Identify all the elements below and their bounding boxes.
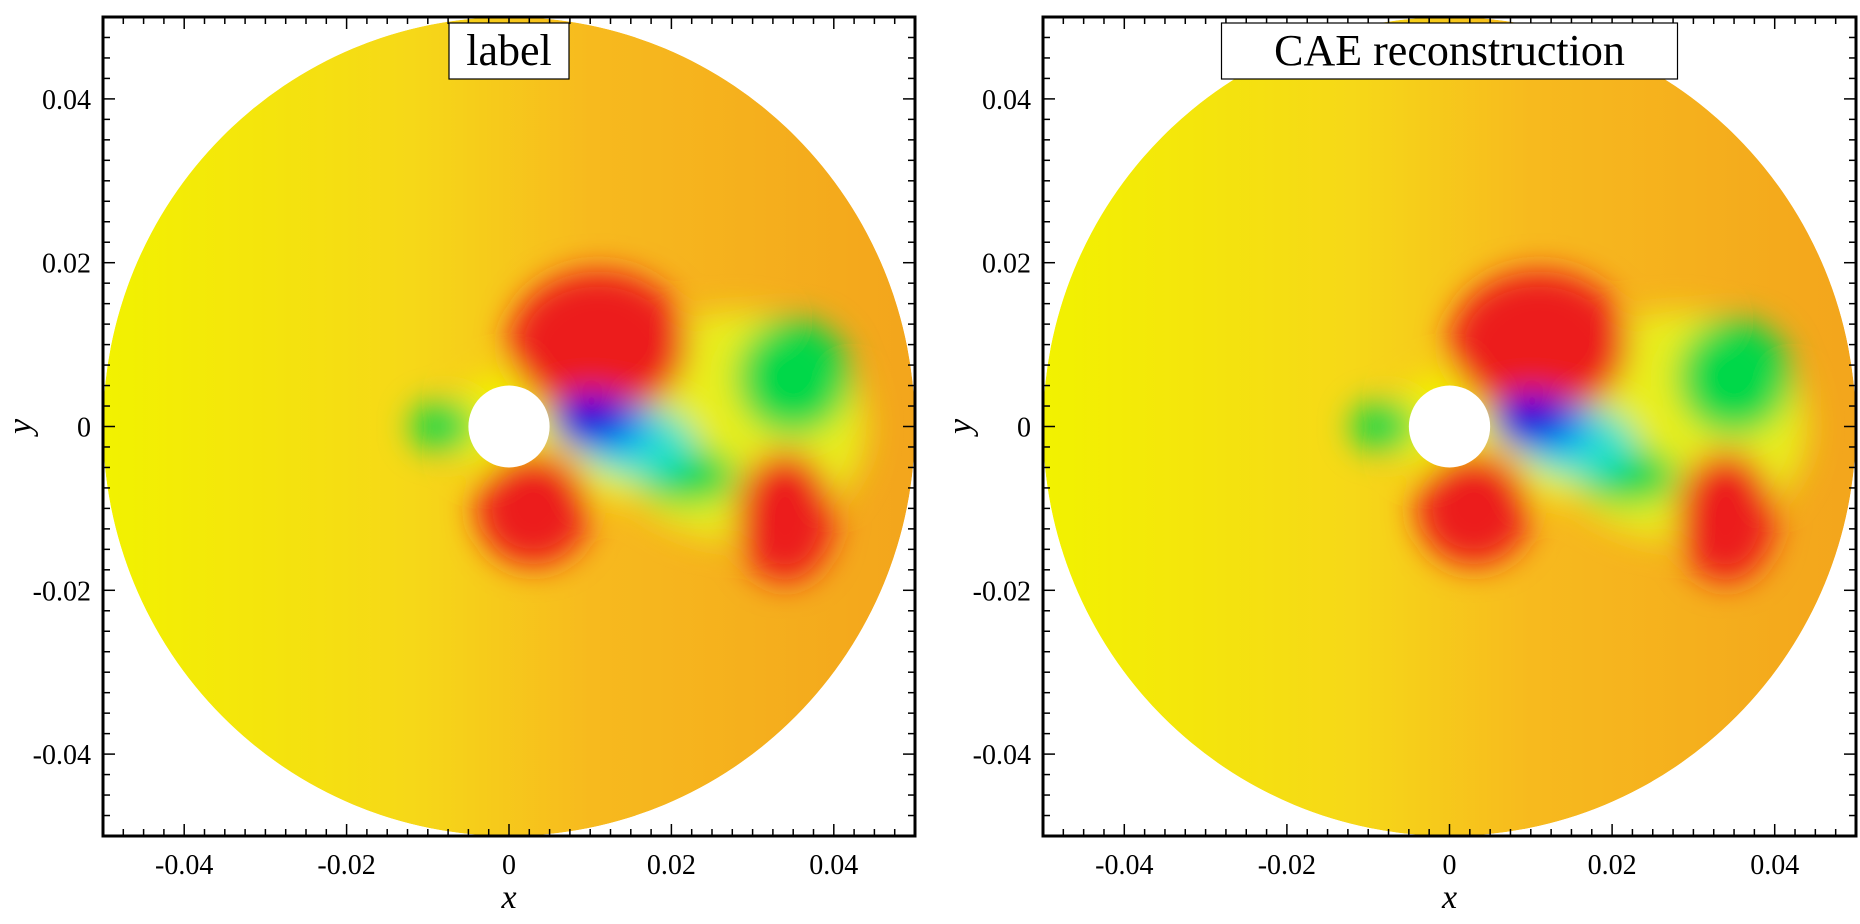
panel-title: CAE reconstruction	[1274, 26, 1625, 75]
bubble-core	[549, 393, 631, 443]
bubble-core	[1490, 393, 1572, 443]
x-axis-title: x	[500, 879, 516, 916]
panel-title: label	[466, 26, 552, 75]
title-frame	[1220, 22, 1679, 80]
x-tick-label: -0.04	[1095, 850, 1153, 881]
x-tick-label: -0.02	[1258, 850, 1316, 881]
panel-title-box: label	[448, 22, 570, 80]
plot-area	[1043, 17, 1856, 836]
y-tick-label: -0.02	[973, 576, 1031, 607]
field-high-2	[1677, 451, 1775, 583]
ticks	[102, 16, 916, 837]
y-axis-title: y	[2, 418, 39, 437]
field-low-3	[736, 320, 851, 435]
x-tick-label: -0.04	[155, 850, 213, 881]
field-high-2	[736, 451, 834, 583]
y-tick-label: 0	[1017, 413, 1031, 444]
x-tick-label: 0.02	[647, 850, 696, 881]
title-frame	[448, 22, 570, 80]
x-tick-label: 0	[1443, 850, 1457, 881]
ticks	[1042, 16, 1857, 837]
x-axis-title: x	[1441, 879, 1457, 916]
x-tick-label: -0.02	[317, 850, 375, 881]
x-tick-label: 0.04	[1750, 850, 1799, 881]
field-upstream-6	[411, 401, 477, 452]
y-tick-label: 0.02	[982, 249, 1031, 280]
panel-title-box: CAE reconstruction	[1220, 22, 1679, 80]
y-tick-label: 0.02	[42, 249, 91, 280]
x-tick-label: 0.04	[809, 850, 858, 881]
plot-area	[103, 17, 915, 836]
field-upstream-6	[1351, 401, 1417, 452]
field-high-1	[476, 451, 591, 566]
x-tick-label: 0.02	[1588, 850, 1637, 881]
panel-cae-reconstruction: -0.04 -0.02 0 0.02 0.04 0.04 0.02 0 -0.02 -0.04 x y…	[942, 15, 1858, 916]
y-tick-label: 0.04	[982, 85, 1031, 116]
field-high-0	[1449, 270, 1629, 419]
field-low-3	[1677, 320, 1791, 435]
cylinder	[1408, 385, 1491, 468]
field-high-1	[1416, 451, 1531, 566]
y-tick-label: 0.04	[42, 85, 91, 116]
y-tick-label: -0.02	[33, 576, 91, 607]
field-high-0	[509, 270, 688, 419]
y-tick-label: 0	[77, 413, 91, 444]
y-tick-label: -0.04	[33, 740, 91, 771]
y-axis-title: y	[942, 418, 979, 437]
y-tick-label: -0.04	[973, 740, 1031, 771]
panel-label: -0.04 -0.02 0 0.02 0.04 0.04 0.02 0 -0.02 -0.04 x y…	[2, 15, 917, 916]
x-tick-label: 0	[502, 850, 516, 881]
cylinder	[468, 385, 550, 468]
